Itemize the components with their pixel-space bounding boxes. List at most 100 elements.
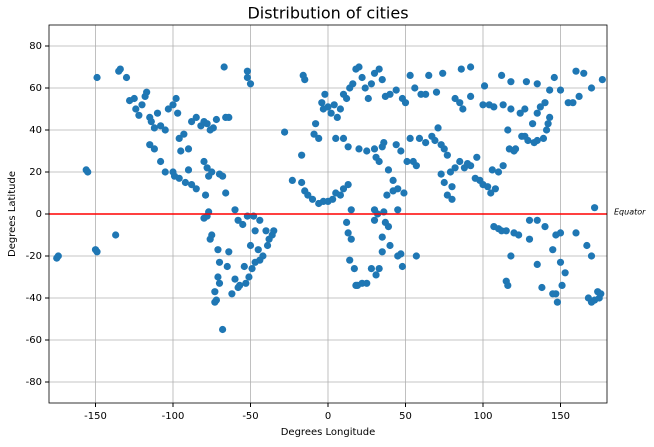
point bbox=[397, 147, 405, 155]
point bbox=[375, 65, 383, 73]
point bbox=[378, 233, 386, 241]
point bbox=[456, 99, 464, 107]
point bbox=[143, 88, 151, 96]
point bbox=[175, 134, 183, 142]
point bbox=[201, 191, 210, 199]
point bbox=[333, 113, 341, 121]
point bbox=[242, 279, 250, 287]
point bbox=[223, 262, 231, 271]
point bbox=[370, 216, 379, 224]
point bbox=[339, 185, 348, 193]
point bbox=[93, 248, 101, 256]
point bbox=[491, 185, 499, 193]
point bbox=[546, 113, 554, 121]
point bbox=[467, 162, 475, 170]
point bbox=[150, 124, 158, 132]
point bbox=[192, 113, 200, 121]
point bbox=[263, 241, 272, 250]
point bbox=[487, 189, 495, 197]
point bbox=[336, 191, 344, 199]
y-tick-label: 0 bbox=[36, 209, 42, 220]
point bbox=[215, 279, 224, 287]
point bbox=[208, 168, 216, 176]
point bbox=[211, 288, 219, 296]
point bbox=[234, 283, 242, 292]
point bbox=[330, 101, 338, 109]
point bbox=[431, 136, 439, 145]
point bbox=[498, 71, 506, 79]
point bbox=[443, 151, 451, 159]
point bbox=[346, 256, 354, 264]
point bbox=[116, 65, 124, 73]
point bbox=[378, 248, 386, 256]
point bbox=[549, 290, 557, 298]
point bbox=[372, 271, 380, 279]
point bbox=[533, 136, 541, 145]
point bbox=[558, 281, 566, 289]
point bbox=[516, 109, 524, 117]
point bbox=[415, 134, 424, 142]
point bbox=[394, 206, 402, 214]
point bbox=[412, 162, 420, 170]
point bbox=[363, 147, 371, 155]
point bbox=[367, 265, 375, 273]
point bbox=[448, 195, 456, 203]
point bbox=[147, 118, 155, 126]
point bbox=[467, 63, 475, 71]
point bbox=[515, 231, 523, 239]
point bbox=[219, 172, 227, 180]
chart-title: Distribution of cities bbox=[247, 4, 408, 23]
point bbox=[375, 265, 383, 273]
point bbox=[398, 262, 406, 271]
point bbox=[479, 101, 487, 109]
point bbox=[172, 94, 180, 103]
point bbox=[507, 252, 515, 260]
point bbox=[375, 157, 383, 166]
point bbox=[584, 294, 593, 302]
point bbox=[361, 84, 369, 92]
point bbox=[200, 157, 208, 166]
y-tick-label: 80 bbox=[29, 41, 42, 52]
point bbox=[425, 71, 433, 79]
point bbox=[529, 120, 537, 128]
point bbox=[437, 170, 445, 178]
point bbox=[451, 164, 459, 172]
point bbox=[446, 168, 455, 176]
point bbox=[380, 139, 388, 147]
point bbox=[575, 92, 583, 100]
point bbox=[507, 78, 515, 86]
point bbox=[332, 134, 340, 142]
point bbox=[192, 185, 200, 193]
point bbox=[219, 325, 227, 334]
point bbox=[239, 220, 247, 229]
point bbox=[432, 88, 441, 96]
point bbox=[220, 63, 228, 71]
point bbox=[214, 273, 222, 281]
point bbox=[597, 290, 605, 298]
point bbox=[544, 120, 552, 128]
point bbox=[561, 269, 569, 277]
point bbox=[112, 231, 120, 239]
point bbox=[541, 99, 549, 107]
point bbox=[363, 279, 371, 287]
y-tick-label: 20 bbox=[29, 167, 42, 178]
y-tick-label: 40 bbox=[29, 125, 42, 136]
point bbox=[459, 105, 467, 113]
point bbox=[240, 262, 248, 271]
point bbox=[228, 290, 236, 298]
point bbox=[214, 246, 222, 254]
point bbox=[234, 216, 242, 224]
point bbox=[502, 227, 510, 235]
point bbox=[329, 195, 337, 203]
point bbox=[392, 141, 400, 149]
point bbox=[411, 84, 419, 92]
equator-label: Equator bbox=[614, 208, 646, 217]
point bbox=[344, 229, 352, 237]
point bbox=[504, 126, 512, 134]
point bbox=[572, 229, 580, 237]
point bbox=[130, 94, 138, 103]
point bbox=[556, 86, 565, 94]
point bbox=[243, 67, 251, 75]
point bbox=[434, 124, 442, 132]
